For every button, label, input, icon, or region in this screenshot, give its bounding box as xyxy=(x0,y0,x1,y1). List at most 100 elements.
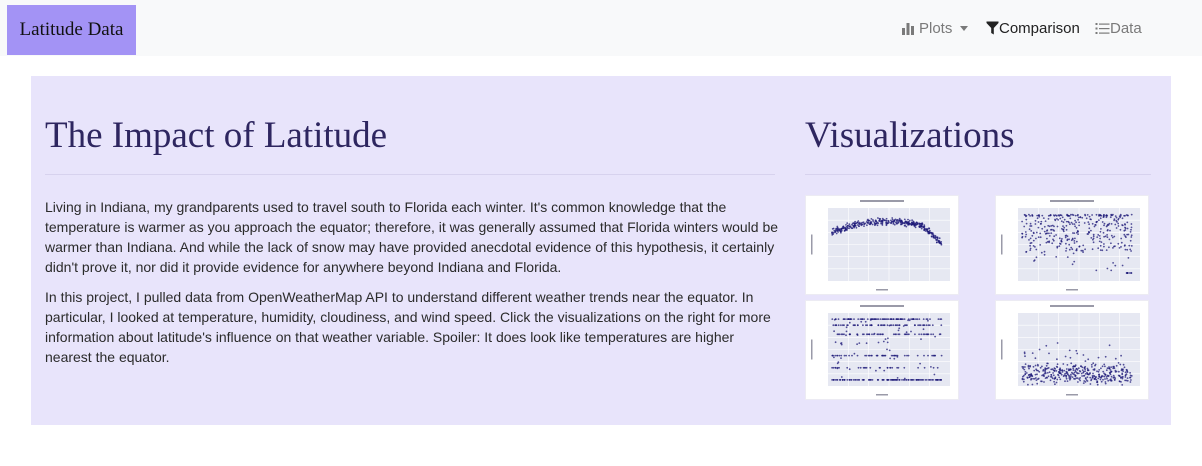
scatter-point xyxy=(845,330,848,333)
scatter-point xyxy=(1125,236,1127,239)
scatter-point xyxy=(1050,375,1052,378)
scatter-point xyxy=(1116,221,1118,223)
scatter-point xyxy=(1034,364,1037,367)
scatter-point xyxy=(1106,234,1108,236)
scatter-point xyxy=(1114,215,1117,217)
scatter-point xyxy=(1074,219,1076,222)
scatter-point xyxy=(1044,371,1047,373)
scatter-point xyxy=(933,235,935,238)
scatter-point xyxy=(1039,223,1042,225)
scatter-point xyxy=(1070,373,1072,376)
scatter-point xyxy=(875,222,878,225)
scatter-point xyxy=(831,366,833,369)
scatter-point xyxy=(1060,240,1063,243)
scatter-point xyxy=(923,225,926,228)
nav-comparison[interactable]: Comparison xyxy=(986,0,1080,56)
scatter-point xyxy=(932,366,935,369)
scatter-point xyxy=(1059,217,1062,220)
scatter-point xyxy=(1097,247,1100,250)
scatter-point xyxy=(907,318,910,320)
scatter-point xyxy=(1069,223,1071,226)
scatter-point xyxy=(845,224,847,226)
scatter-point xyxy=(1085,379,1088,381)
y-axis-label-mark xyxy=(811,234,813,255)
scatter-point xyxy=(870,324,873,327)
scatter-point xyxy=(1032,377,1034,380)
scatter-point xyxy=(887,220,890,223)
scatter-point xyxy=(907,218,909,221)
scatter-point xyxy=(1096,370,1098,373)
scatter-point xyxy=(856,354,859,357)
scatter-point xyxy=(1097,234,1100,236)
scatter-point xyxy=(1049,379,1052,382)
scatter-point xyxy=(920,227,923,230)
scatter-point xyxy=(889,222,892,224)
brand-link[interactable]: Latitude Data xyxy=(7,5,136,55)
scatter-point xyxy=(1124,371,1127,374)
scatter-point xyxy=(908,319,911,322)
scatter-point xyxy=(914,333,916,336)
scatter-point xyxy=(1060,373,1063,376)
scatter-point xyxy=(1123,214,1125,217)
cloudiness-plot-thumbnail[interactable] xyxy=(806,301,958,399)
scatter-point xyxy=(863,333,865,336)
wind-speed-plot-thumbnail[interactable] xyxy=(996,301,1148,399)
scatter-point xyxy=(1126,221,1129,224)
scatter-point xyxy=(1072,252,1075,255)
scatter-point xyxy=(1066,214,1068,217)
scatter-point xyxy=(1087,221,1090,223)
visualizations-title: Visualizations xyxy=(805,115,1015,156)
scatter-point xyxy=(893,354,896,357)
scatter-point xyxy=(1023,368,1026,371)
scatter-point xyxy=(859,318,862,320)
scatter-point xyxy=(914,226,917,229)
scatter-point xyxy=(880,220,882,222)
scatter-point xyxy=(1048,225,1051,228)
nav-data[interactable]: Data xyxy=(1095,0,1142,56)
scatter-point xyxy=(1120,241,1123,244)
scatter-point xyxy=(860,320,863,323)
scatter-point xyxy=(1065,250,1067,252)
scatter-point xyxy=(940,324,943,327)
scatter-point xyxy=(887,318,890,320)
scatter-point xyxy=(1059,214,1061,216)
scatter-point xyxy=(831,228,834,230)
humidity-plot-thumbnail[interactable] xyxy=(996,196,1148,294)
scatter-point xyxy=(896,223,898,225)
scatter-point xyxy=(1081,375,1083,377)
scatter-point xyxy=(1099,230,1102,233)
nav-plots-dropdown[interactable]: Plots xyxy=(901,0,969,56)
scatter-point xyxy=(1022,380,1025,383)
scatter-point xyxy=(861,318,864,320)
scatter-point xyxy=(1065,374,1067,377)
scatter-point xyxy=(1077,233,1079,235)
scatter-point xyxy=(1030,378,1032,381)
scatter-point xyxy=(1043,225,1046,228)
scatter-point xyxy=(1068,238,1070,241)
scatter-point xyxy=(1046,237,1048,240)
scatter-point xyxy=(1021,378,1024,381)
max-temperature-plot-thumbnail[interactable] xyxy=(806,196,958,294)
scatter-point xyxy=(1106,229,1109,231)
scatter-point xyxy=(1125,368,1128,371)
scatter-point xyxy=(927,354,929,357)
scatter-point xyxy=(910,318,912,320)
scatter-point xyxy=(1090,379,1092,382)
scatter-point xyxy=(897,366,900,369)
scatter-point xyxy=(1086,367,1089,370)
scatter-point xyxy=(897,329,900,332)
scatter-point xyxy=(916,318,919,321)
scatter-point xyxy=(1049,214,1052,216)
scatter-point xyxy=(917,324,919,327)
scatter-point xyxy=(1076,214,1079,217)
scatter-point xyxy=(874,220,877,222)
scatter-point xyxy=(908,333,910,336)
scatter-point xyxy=(1027,383,1029,386)
scatter-point xyxy=(847,224,849,227)
scatter-point xyxy=(1028,376,1031,378)
scatter-point xyxy=(1022,367,1024,370)
scatter-point xyxy=(1117,225,1120,227)
scatter-point xyxy=(1099,237,1101,240)
max-temperature-plot xyxy=(811,200,950,291)
scatter-point xyxy=(1047,224,1050,227)
